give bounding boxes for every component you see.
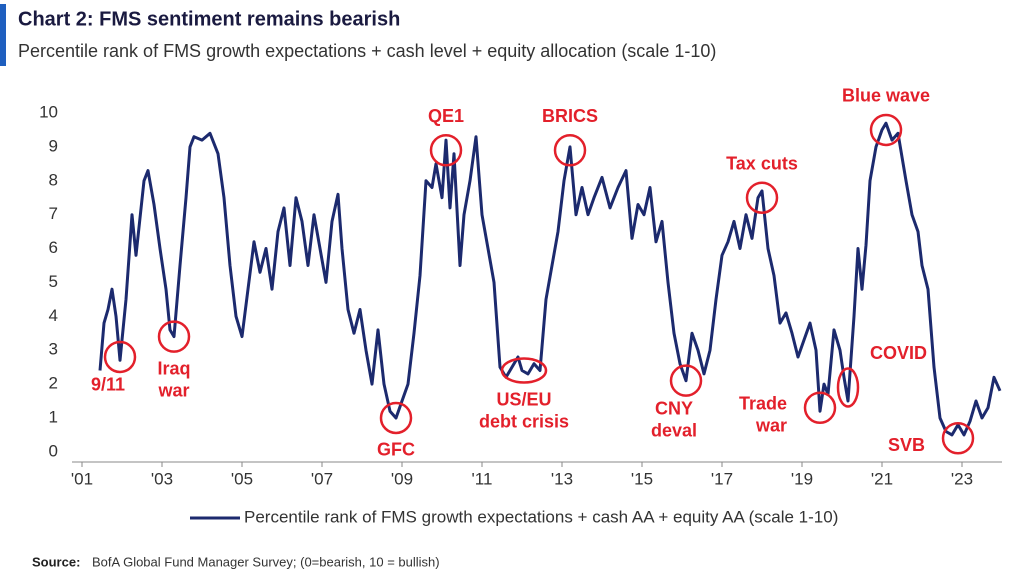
y-tick-label: 3 bbox=[49, 340, 58, 359]
y-tick-label: 9 bbox=[49, 136, 58, 155]
annotation-circle bbox=[803, 391, 837, 425]
source-text: BofA Global Fund Manager Survey; (0=bear… bbox=[92, 554, 440, 569]
x-tick-label: '05 bbox=[231, 469, 253, 488]
annotation-label: war bbox=[755, 416, 787, 436]
annotation-circle bbox=[836, 367, 860, 408]
annotation-circle bbox=[869, 113, 903, 147]
annotation-label: deval bbox=[651, 420, 697, 440]
annotation-label: GFC bbox=[377, 440, 415, 460]
y-tick-label: 8 bbox=[49, 170, 58, 189]
series-line bbox=[98, 121, 1002, 437]
x-tick-label: '15 bbox=[631, 469, 653, 488]
x-tick-label: '11 bbox=[472, 469, 493, 488]
annotation-label: SVB bbox=[888, 435, 925, 455]
annotation-circle bbox=[553, 134, 587, 167]
annotation-circle bbox=[379, 401, 413, 435]
x-tick-label: '21 bbox=[871, 469, 893, 488]
chart-title: Chart 2: FMS sentiment remains bearish bbox=[18, 8, 400, 30]
legend-label: Percentile rank of FMS growth expectatio… bbox=[244, 507, 838, 526]
annotation-circle bbox=[157, 320, 191, 353]
annotation-label: BRICS bbox=[542, 106, 598, 126]
annotation-label: US/EU bbox=[496, 389, 551, 409]
annotation-label: CNY bbox=[655, 398, 693, 418]
y-tick-label: 0 bbox=[49, 441, 58, 460]
x-tick-label: '17 bbox=[711, 469, 733, 488]
annotation-circle bbox=[429, 134, 463, 167]
y-tick-label: 2 bbox=[49, 374, 58, 393]
annotation-label: Blue wave bbox=[842, 86, 930, 106]
y-tick-label: 6 bbox=[49, 238, 58, 257]
annotation-label: war bbox=[157, 380, 189, 400]
x-tick-label: '07 bbox=[311, 469, 333, 488]
y-tick-label: 5 bbox=[49, 272, 58, 291]
annotation-circle bbox=[669, 364, 703, 397]
y-tick-label: 1 bbox=[49, 407, 58, 426]
y-tick-label: 10 bbox=[39, 102, 58, 121]
x-tick-label: '23 bbox=[951, 469, 973, 488]
y-tick-label: 7 bbox=[49, 204, 58, 223]
annotation-label: debt crisis bbox=[479, 411, 569, 431]
x-tick-label: '19 bbox=[791, 469, 813, 488]
chart-subtitle: Percentile rank of FMS growth expectatio… bbox=[18, 41, 716, 61]
annotation-circle bbox=[500, 357, 548, 384]
annotation-label: COVID bbox=[870, 343, 927, 363]
x-tick-label: '01 bbox=[71, 469, 93, 488]
title-accent bbox=[0, 4, 6, 66]
x-tick-label: '09 bbox=[391, 469, 413, 488]
annotation-label: 9/11 bbox=[91, 375, 125, 395]
annotation-label: Iraq bbox=[157, 358, 190, 378]
annotation-label: Trade bbox=[739, 394, 787, 414]
annotation-circle bbox=[103, 340, 137, 374]
annotation-label: Tax cuts bbox=[726, 153, 798, 173]
x-tick-label: '13 bbox=[551, 469, 573, 488]
x-tick-label: '03 bbox=[151, 469, 173, 488]
annotation-label: QE1 bbox=[428, 106, 464, 126]
annotation-circle bbox=[745, 181, 779, 214]
y-tick-label: 4 bbox=[49, 306, 58, 325]
annotation-circle bbox=[941, 422, 975, 455]
source-label: Source: bbox=[32, 554, 80, 569]
